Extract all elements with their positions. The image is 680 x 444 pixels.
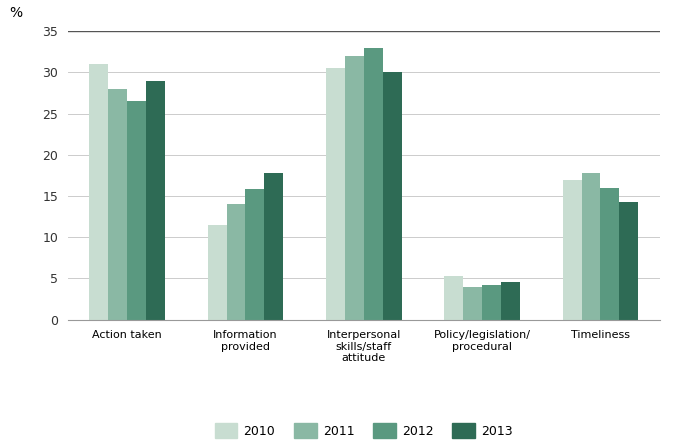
Bar [89, 64, 108, 320]
Bar [265, 173, 284, 320]
Bar [463, 287, 482, 320]
Bar [207, 225, 226, 320]
Bar [326, 68, 345, 320]
Bar [127, 101, 146, 320]
Bar [383, 72, 402, 320]
Bar [581, 173, 600, 320]
Bar [146, 80, 165, 320]
Bar [345, 56, 364, 320]
Bar [245, 190, 265, 320]
Bar [226, 204, 245, 320]
Bar [482, 285, 501, 320]
Bar [108, 89, 127, 320]
Bar [562, 179, 581, 320]
Bar [619, 202, 639, 320]
Bar [444, 276, 463, 320]
Bar [600, 188, 619, 320]
Bar [364, 48, 383, 320]
Bar [501, 282, 520, 320]
Legend: 2010, 2011, 2012, 2013: 2010, 2011, 2012, 2013 [210, 418, 517, 443]
Text: %: % [9, 5, 22, 20]
